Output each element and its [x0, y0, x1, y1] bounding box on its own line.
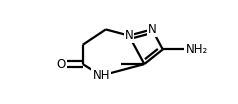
Text: O: O — [56, 58, 66, 71]
Text: N: N — [124, 29, 133, 42]
Text: N: N — [148, 23, 156, 36]
Text: NH₂: NH₂ — [186, 43, 208, 56]
Text: NH: NH — [92, 69, 110, 82]
